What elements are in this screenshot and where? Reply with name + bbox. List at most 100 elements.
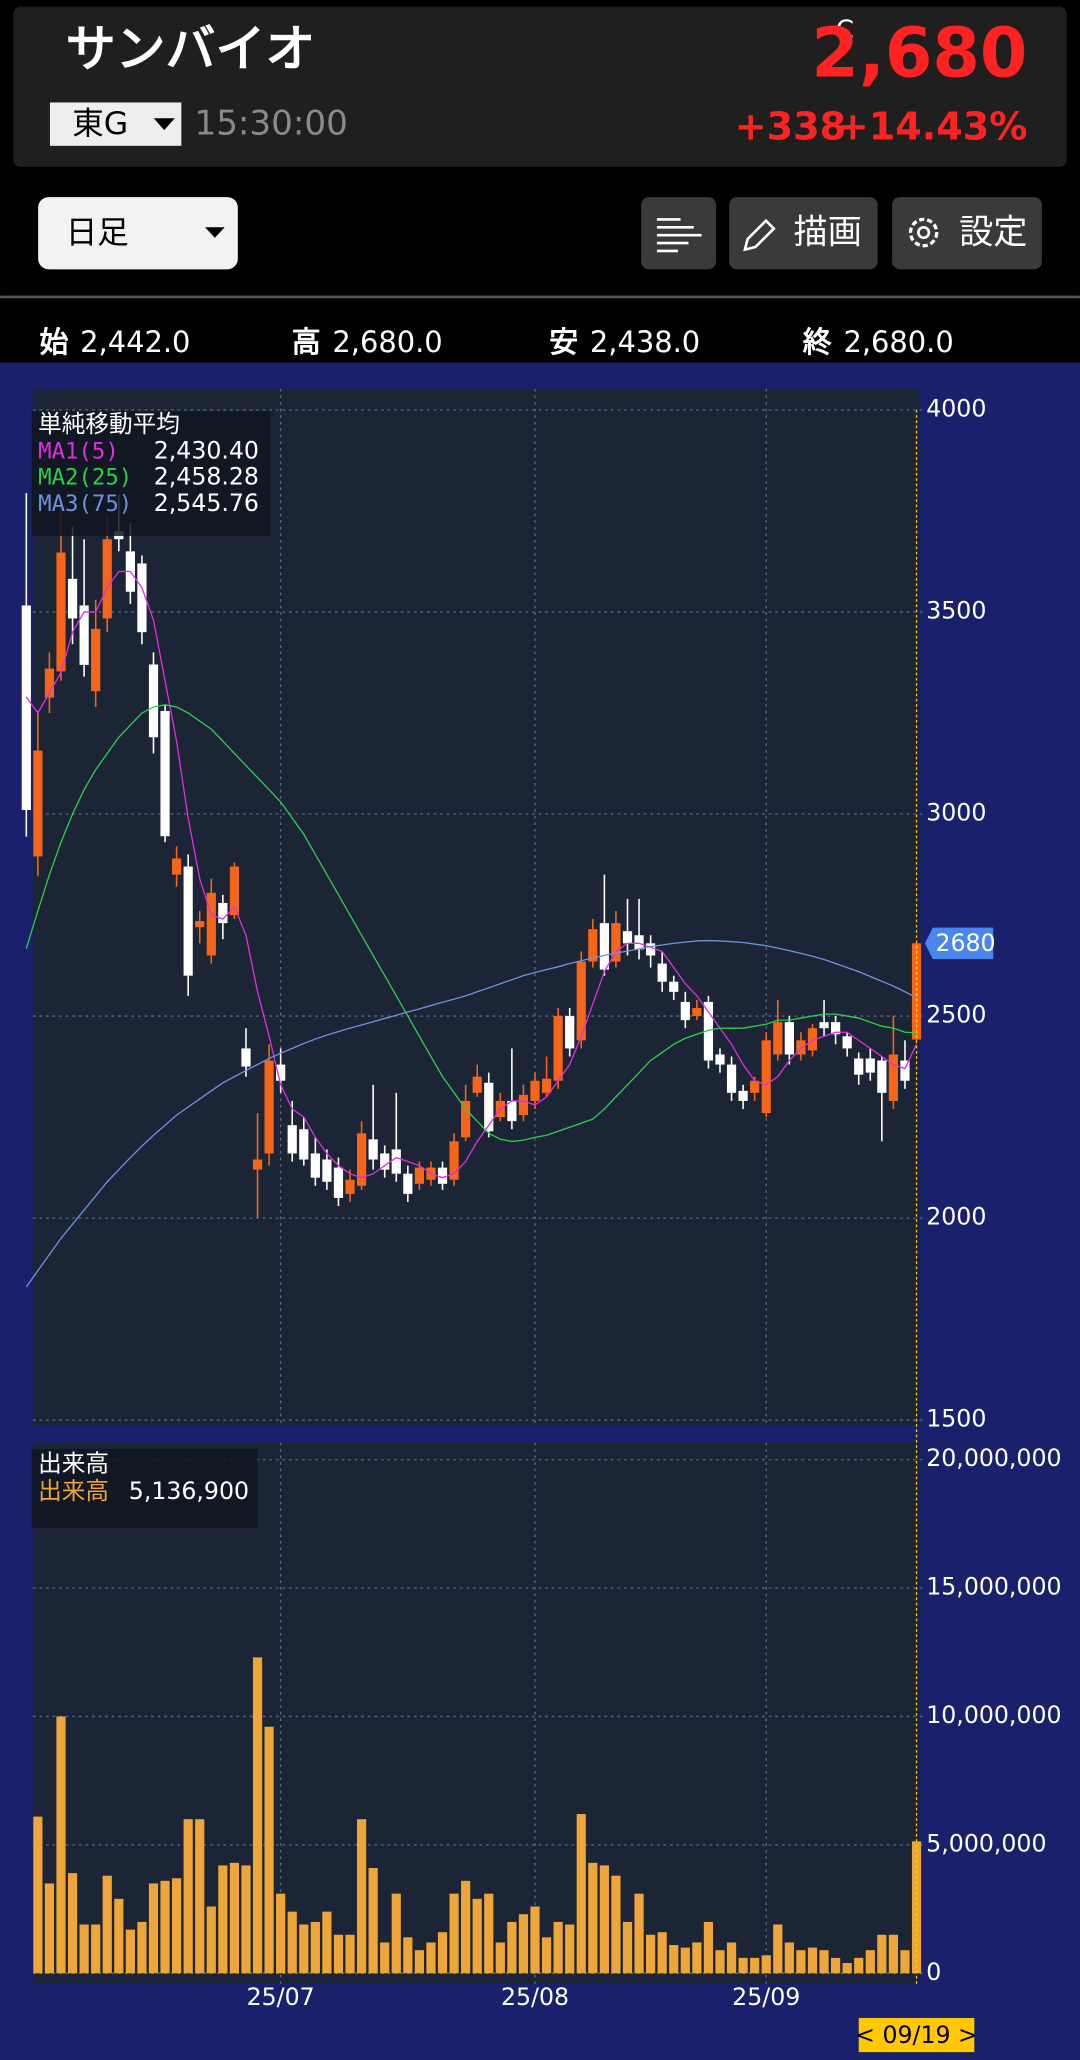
- candle-body: [646, 943, 656, 956]
- quote-card: [13, 6, 1067, 167]
- volume-bar: [380, 1942, 390, 1974]
- volume-bar: [530, 1906, 540, 1974]
- dropdown-arrow[interactable]: [204, 227, 225, 238]
- volume-bar: [252, 1657, 263, 1974]
- volume-bar: [634, 1893, 644, 1974]
- candle-body: [391, 1149, 401, 1174]
- volume-bar: [299, 1924, 309, 1974]
- legend-value: 5,136,900: [129, 1477, 249, 1505]
- legend-box: [31, 1449, 258, 1528]
- volume-bar: [137, 1921, 147, 1974]
- volume-bar: [784, 1942, 794, 1974]
- price-panel: [32, 388, 920, 1426]
- button-bg[interactable]: [892, 197, 1042, 270]
- moving-average-line: [25, 570, 918, 1179]
- gear-hub[interactable]: [917, 225, 931, 240]
- volume-bar: [322, 1911, 332, 1974]
- candle-body: [276, 1064, 286, 1081]
- candle-body: [148, 664, 159, 738]
- candle-body: [368, 1139, 378, 1160]
- candle-body: [877, 1060, 887, 1093]
- candle-body: [229, 866, 240, 916]
- volume-bar: [160, 1880, 170, 1974]
- candle-body: [599, 923, 609, 970]
- candle-body: [310, 1153, 320, 1178]
- candle-body: [137, 563, 147, 633]
- candle-body: [819, 1022, 829, 1029]
- candle-body: [345, 1179, 355, 1194]
- draw-label[interactable]: 描画: [794, 212, 862, 252]
- candle-body: [900, 1060, 910, 1081]
- candle-body: [414, 1167, 424, 1184]
- candle-body: [79, 605, 89, 665]
- ohlc-row: 始 2,442.0 高 2,680.0 安 2,438.0 終 2,680.0: [39, 325, 953, 359]
- candle-body: [773, 1022, 783, 1055]
- candle-body: [21, 605, 31, 810]
- market-select[interactable]: 東G: [49, 102, 182, 146]
- candle-body: [761, 1040, 771, 1114]
- candle-body: [611, 923, 621, 962]
- volume-bar: [715, 1950, 725, 1974]
- volume-bar: [426, 1942, 436, 1974]
- legend-box: [31, 411, 271, 537]
- market-label[interactable]: 東G: [72, 106, 128, 142]
- period-label[interactable]: 日足: [66, 215, 129, 251]
- indicator-button[interactable]: [641, 197, 717, 270]
- y-tick-label: 20,000,000: [926, 1444, 1061, 1472]
- x-tick-label: 25/09: [732, 1983, 800, 2011]
- button-bg[interactable]: [729, 197, 878, 270]
- legend-entry: MA2(25): [38, 465, 132, 491]
- cursor-label-bg: [858, 2017, 975, 2053]
- candle-body: [541, 1078, 552, 1093]
- indicator-icon[interactable]: [656, 218, 702, 253]
- candle-body: [44, 668, 55, 698]
- draw-button[interactable]: 描画: [729, 197, 878, 270]
- legend-entry: 出来高: [38, 1477, 109, 1505]
- volume-bar: [680, 1947, 690, 1974]
- candle-body: [172, 858, 182, 875]
- volume-bar: [148, 1883, 159, 1974]
- plot: 25/07 25/08 25/09 1500 2000 2500 3000 3500 4000 0…: [21, 388, 1062, 2053]
- volume-bar: [877, 1934, 887, 1974]
- volume-bar: [472, 1898, 482, 1974]
- volume-bar: [368, 1867, 378, 1974]
- pencil-icon[interactable]: [743, 218, 776, 252]
- stock-name: サンバイオ: [66, 20, 316, 78]
- candle-body: [738, 1090, 748, 1101]
- candle-body: [461, 1100, 471, 1138]
- volume-bar: [796, 1950, 806, 1974]
- candle-body: [449, 1141, 459, 1180]
- settings-button[interactable]: 設定: [892, 197, 1042, 270]
- settings-label[interactable]: 設定: [959, 212, 1027, 252]
- period-select[interactable]: 日足: [38, 197, 238, 270]
- candle-body: [195, 921, 205, 928]
- volume-bar: [900, 1950, 910, 1974]
- gear-icon[interactable]: [908, 217, 939, 248]
- volume-bar: [195, 1819, 205, 1974]
- volume-bar: [703, 1921, 714, 1974]
- candle-body: [380, 1153, 390, 1170]
- ohlc-label: 高: [292, 325, 321, 359]
- volume-bar: [669, 1945, 679, 1974]
- candle-body: [67, 578, 78, 619]
- period-box[interactable]: [38, 197, 238, 270]
- volume-bar: [738, 1957, 748, 1974]
- ohlc-value: 2,442.0: [80, 325, 190, 359]
- candle-body: [588, 929, 598, 962]
- button-bg[interactable]: [641, 197, 717, 270]
- volume-bar: [276, 1893, 286, 1974]
- y-tick-label: 3500: [926, 596, 986, 624]
- x-tick-label: 25/08: [501, 1983, 569, 2011]
- candle-body: [252, 1159, 263, 1170]
- legend-value: 2,458.28: [154, 463, 259, 491]
- ohlc-label: 始: [39, 325, 68, 359]
- candle-body: [831, 1022, 841, 1035]
- ohlc-label: 安: [549, 325, 578, 359]
- ohlc-value: 2,680.0: [332, 325, 442, 359]
- candle-body: [565, 1016, 575, 1049]
- volume-bar: [831, 1957, 841, 1974]
- candle-body: [715, 1054, 725, 1065]
- volume-bar: [345, 1934, 355, 1974]
- dropdown-arrow[interactable]: [153, 118, 175, 131]
- volume-bar: [91, 1924, 101, 1974]
